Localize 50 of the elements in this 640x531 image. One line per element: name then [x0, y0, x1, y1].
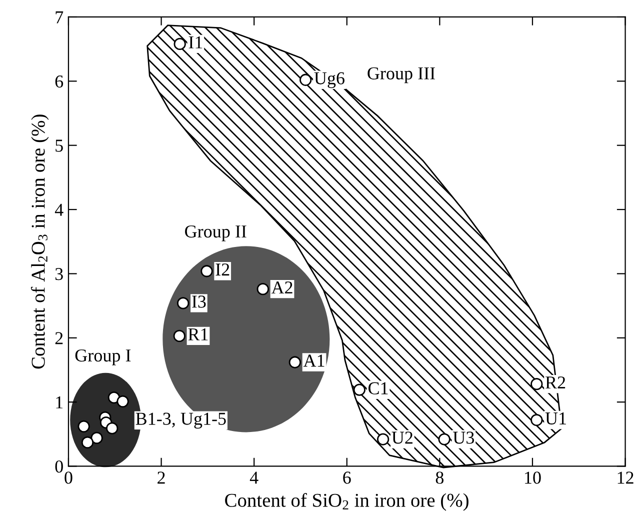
point: [288, 356, 301, 368]
point: [81, 436, 94, 449]
annotation: U3: [453, 432, 474, 444]
x-axis-title: Content of SiO$_{2}$ in iron ore (%): [225, 493, 468, 511]
y-tick-label: 6: [55, 75, 64, 88]
x-tick-label: 6: [343, 472, 351, 484]
annotation: I1: [188, 36, 202, 48]
y-tick-label: 5: [56, 140, 63, 152]
annotation: Group II: [185, 225, 246, 242]
x-tick-label: 2: [158, 472, 165, 484]
annotation: Group I: [75, 349, 131, 366]
point: [174, 38, 186, 50]
annotation: Group III: [368, 67, 435, 84]
y-tick-label: 0: [55, 460, 63, 473]
point: [90, 432, 103, 444]
point: [377, 433, 390, 446]
annotation: A2: [271, 281, 292, 294]
annotation: C1: [368, 382, 388, 394]
point: [78, 420, 90, 433]
annotation: Ug6: [314, 72, 344, 88]
annotation: U2: [392, 432, 412, 444]
point: [353, 384, 366, 396]
x-tick-label: 8: [436, 472, 444, 484]
annotation: B1-3, Ug1-5: [136, 412, 226, 429]
x-tick-label: 4: [250, 472, 258, 484]
y-tick-label: 4: [54, 204, 64, 216]
y-tick-label: 7: [56, 11, 64, 24]
point: [256, 283, 269, 296]
x-tick-label: 10: [525, 472, 541, 484]
annotation: A1: [303, 354, 324, 367]
point: [116, 395, 129, 408]
point: [300, 74, 312, 86]
point: [177, 297, 190, 310]
y-tick-label: 2: [55, 332, 63, 344]
annotation: I2: [216, 264, 230, 276]
y-tick-label: 1: [56, 396, 63, 408]
point: [108, 391, 120, 404]
annotation: I3: [192, 296, 206, 308]
x-tick-label: 0: [64, 472, 72, 484]
y-tick-label: 3: [55, 268, 63, 280]
y-axis-title: Content of Al$_{2}$O$_{3}$ in iron ore (%): [30, 114, 49, 369]
point: [173, 330, 186, 342]
point: [530, 378, 543, 390]
annotation: R1: [188, 328, 208, 340]
annotation: R2: [546, 376, 566, 388]
annotation: U1: [545, 412, 566, 425]
point: [530, 414, 543, 426]
point: [200, 265, 213, 278]
point: [106, 422, 118, 434]
x-tick-label: 12: [618, 472, 634, 484]
